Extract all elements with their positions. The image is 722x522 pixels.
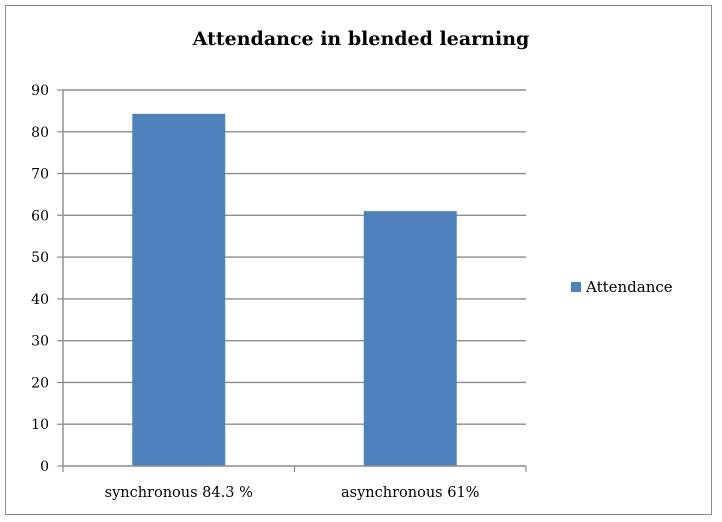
bar <box>363 211 457 466</box>
y-tick-label: 90 <box>31 83 49 99</box>
chart-title: Attendance in blended learning <box>192 28 530 50</box>
legend: Attendance <box>571 278 673 296</box>
x-category-label: synchronous 84.3 % <box>105 485 253 501</box>
y-tick-label: 20 <box>31 375 49 391</box>
y-tick-label: 60 <box>31 208 49 224</box>
y-tick-label: 0 <box>40 459 49 475</box>
x-category-labels: synchronous 84.3 % asynchronous 61% <box>105 485 480 501</box>
y-tick-labels: 0 10 20 30 40 50 60 70 80 90 <box>31 83 49 475</box>
legend-label: Attendance <box>586 278 673 296</box>
x-category-label: asynchronous 61% <box>341 485 479 501</box>
y-tick-label: 70 <box>31 167 49 183</box>
bar <box>132 113 226 467</box>
y-tick-label: 50 <box>31 250 49 266</box>
y-tick-label: 10 <box>31 417 49 433</box>
y-tick-label: 30 <box>31 334 49 350</box>
y-tick-label: 40 <box>31 292 49 308</box>
bars <box>132 113 457 467</box>
axes <box>57 89 527 472</box>
y-tick-label: 80 <box>31 125 49 141</box>
legend-swatch <box>571 282 581 292</box>
